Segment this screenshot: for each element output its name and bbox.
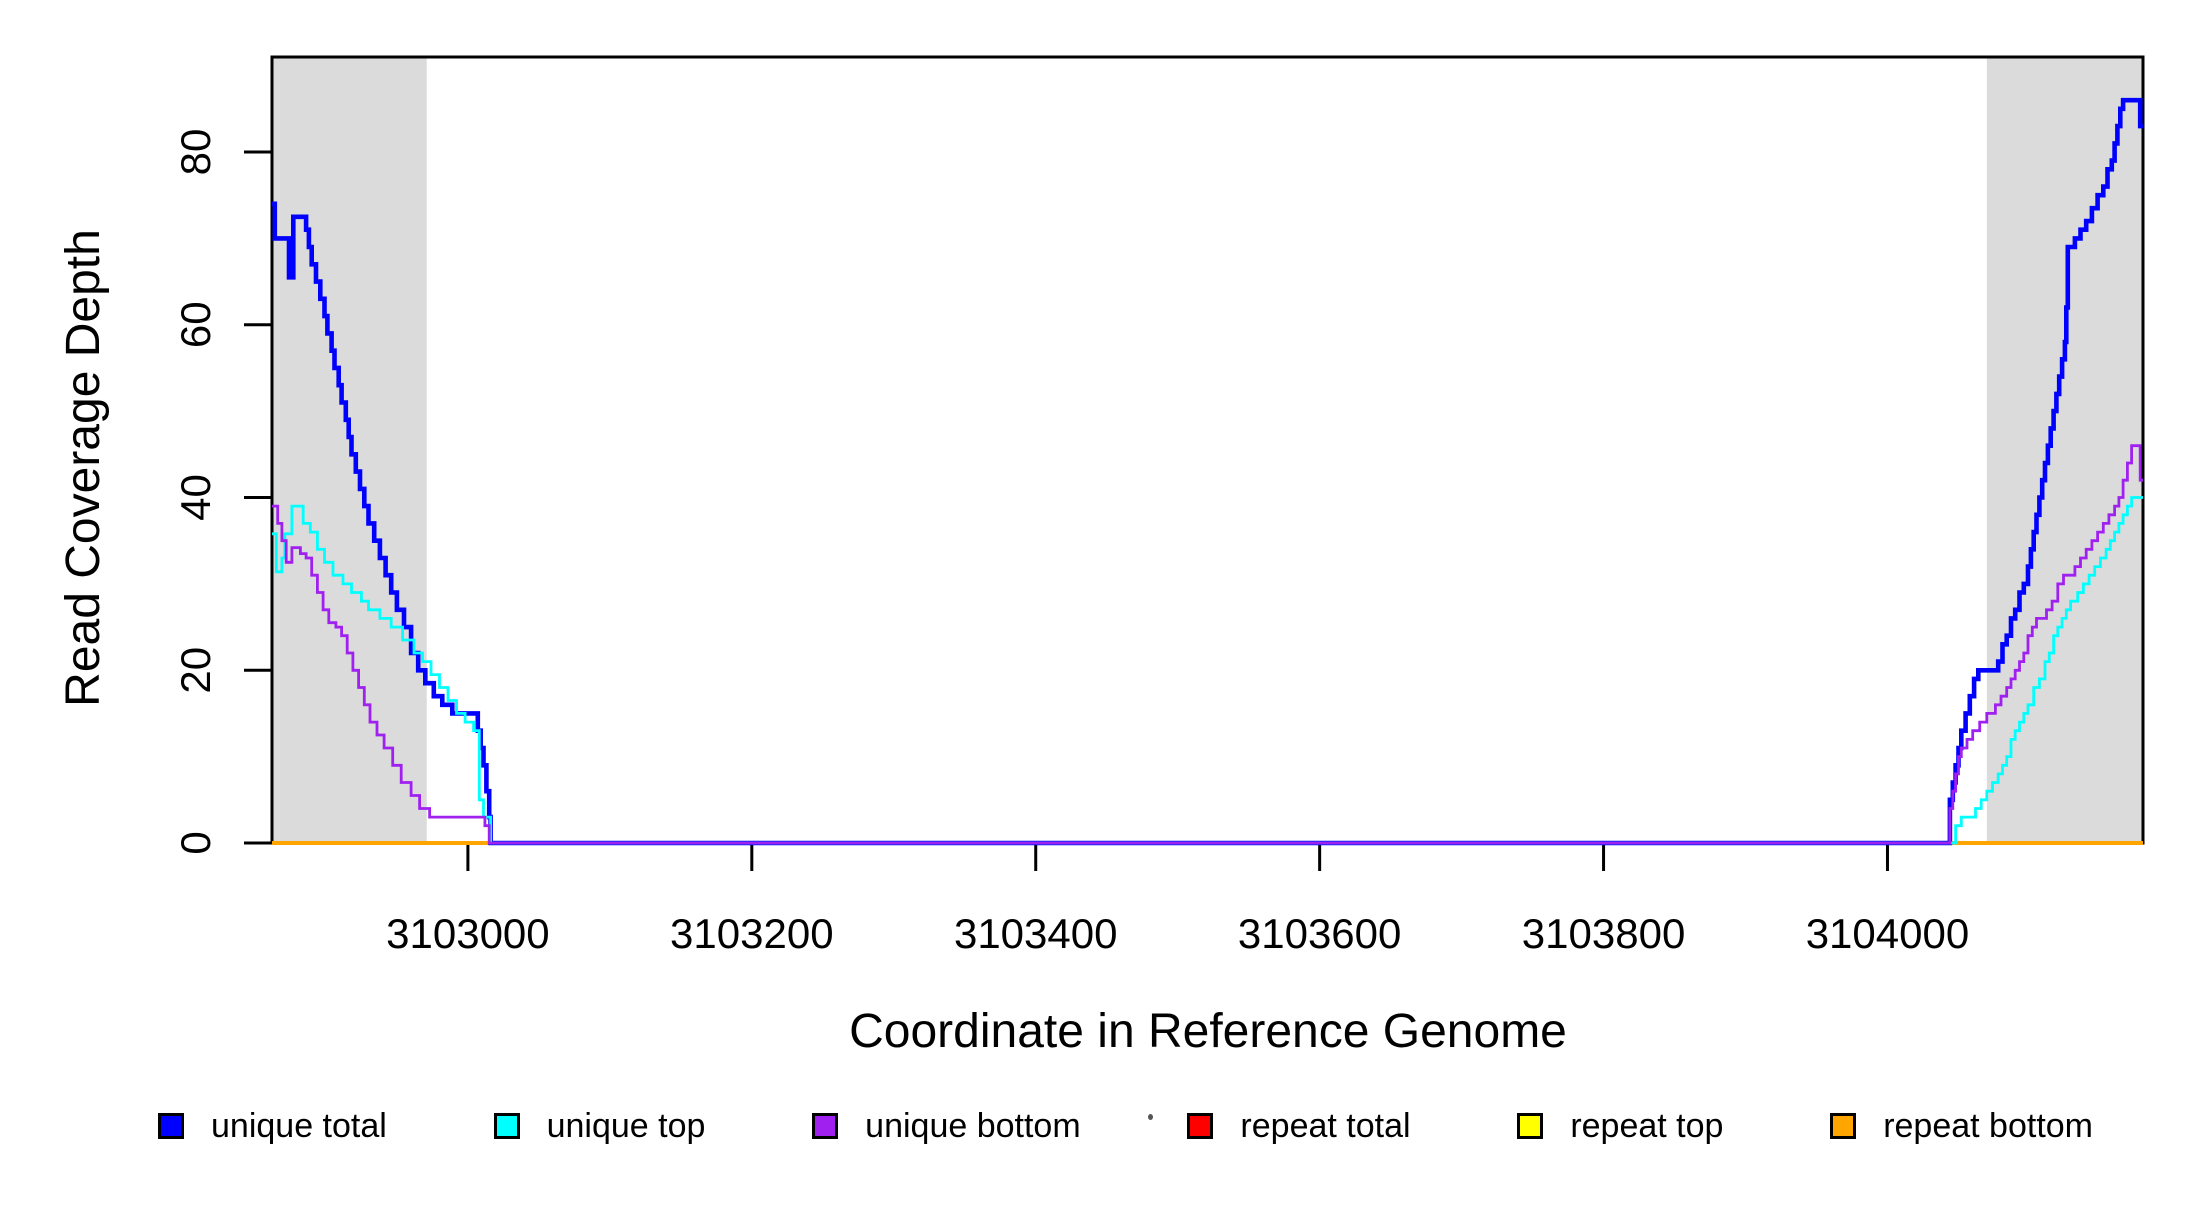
y-tick-label: 0 xyxy=(172,831,219,854)
legend-label: unique top xyxy=(546,1106,706,1145)
x-tick-label: 3103400 xyxy=(954,910,1118,957)
x-tick-label: 3104000 xyxy=(1806,910,1970,957)
unique-bottom-swatch xyxy=(812,1113,839,1139)
repeat-top-swatch xyxy=(1517,1113,1544,1139)
legend-item-unique-top: unique top xyxy=(493,1106,706,1146)
unique-total-swatch xyxy=(158,1113,184,1139)
y-tick-label: 60 xyxy=(172,301,219,348)
axis-ticks: 3103000 3103200 3103400 3103600 3103800 31040… xyxy=(172,129,1969,957)
legend-label: unique bottom xyxy=(865,1106,1081,1145)
highlight-band xyxy=(1986,57,2143,843)
legend-label: repeat total xyxy=(1240,1106,1411,1145)
y-tick-label: 80 xyxy=(172,129,219,176)
legend-item-repeat-total: repeat total xyxy=(1187,1106,1411,1146)
legend-label: repeat bottom xyxy=(1883,1106,2093,1145)
legend-item-unique-bottom: unique bottom xyxy=(812,1107,1081,1146)
repeat-bottom-swatch xyxy=(1830,1113,1857,1139)
series-unique-total-line xyxy=(272,97,2143,846)
x-tick-label: 3103800 xyxy=(1522,910,1686,957)
series-unique-top-line xyxy=(272,496,2143,845)
plot-border xyxy=(270,55,2145,845)
repeat-total-swatch xyxy=(1187,1113,1214,1139)
plot-box-group xyxy=(270,55,2145,845)
highlight-bands xyxy=(272,57,2143,843)
series-lines xyxy=(272,97,2143,846)
unique-top-swatch xyxy=(493,1113,520,1139)
legend-label: repeat top xyxy=(1570,1106,1724,1145)
x-tick-label: 3103600 xyxy=(1238,910,1402,957)
legend: unique total unique top unique bottom repea… xyxy=(158,1100,2093,1152)
y-tick-label: 20 xyxy=(172,647,219,694)
legend-item-repeat-bottom: repeat bottom xyxy=(1830,1107,2093,1146)
y-axis-title: Read Coverage Depth xyxy=(57,229,110,707)
x-tick-label: 3103200 xyxy=(670,910,834,957)
stray-mark xyxy=(1148,1114,1153,1120)
legend-item-repeat-top: repeat top xyxy=(1517,1107,1723,1146)
y-tick-label: 40 xyxy=(172,474,219,521)
x-axis-title: Coordinate in Reference Genome xyxy=(849,1005,1567,1058)
legend-item-unique-total: unique total xyxy=(158,1107,387,1146)
legend-label: unique total xyxy=(211,1106,387,1145)
series-unique-bottom-line xyxy=(272,444,2143,845)
x-tick-label: 3103000 xyxy=(386,910,550,957)
